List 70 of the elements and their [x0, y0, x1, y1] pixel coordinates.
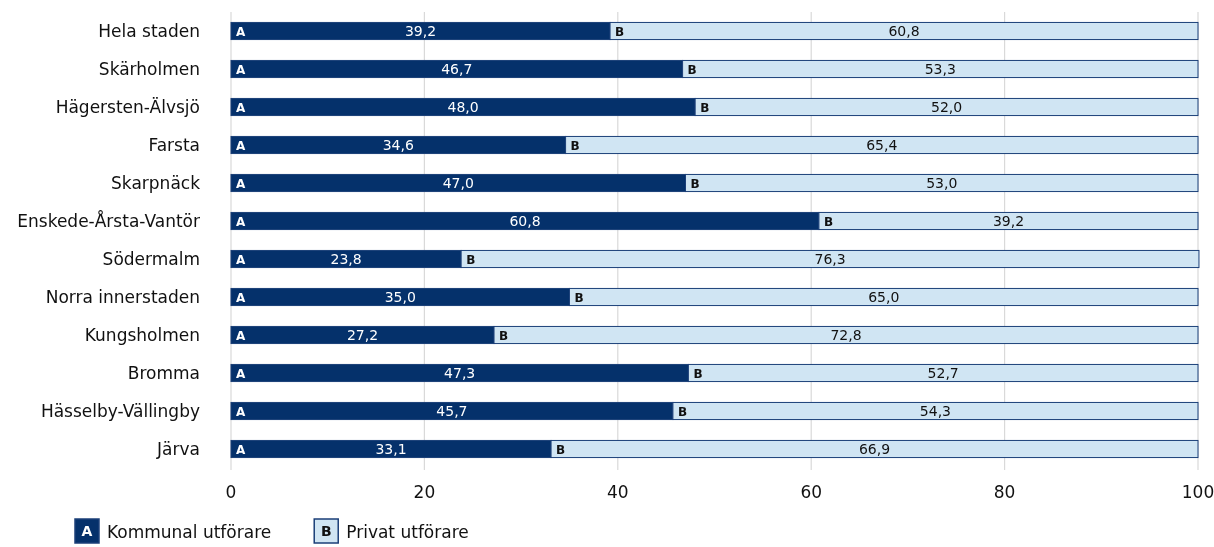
data-label: 27,2 — [346, 327, 379, 343]
data-label: 45,7 — [436, 403, 468, 419]
y-tick-label: Hässelby-Vällingby — [40, 401, 200, 421]
data-label: 39,2 — [404, 23, 437, 39]
text: B — [320, 523, 332, 539]
data-label: 53,0 — [926, 175, 958, 191]
y-tick-label: Bromma — [127, 363, 200, 383]
y-tick-label: Hela staden — [98, 21, 200, 41]
data-label: 76,3 — [814, 251, 846, 267]
annotation: A — [236, 138, 246, 153]
data-label: 65,4 — [866, 137, 898, 153]
x-tick-label: 20 — [413, 482, 436, 502]
data-label: 47,3 — [444, 365, 476, 381]
annotation: B — [690, 176, 700, 191]
data-label: 39,2 — [992, 213, 1025, 229]
annotation: B — [677, 404, 688, 419]
annotation: B — [687, 62, 697, 77]
annotation: A — [236, 214, 246, 229]
data-label: 66,9 — [858, 441, 891, 457]
data-label: 23,8 — [330, 251, 362, 267]
y-tick-label: Skärholmen — [98, 59, 200, 79]
x-tick-label: 40 — [606, 482, 629, 502]
x-tick-label: 60 — [800, 482, 823, 502]
annotation: A — [236, 176, 246, 191]
data-label: 60,8 — [509, 213, 541, 229]
data-label: 54,3 — [919, 403, 952, 419]
annotation: A — [236, 442, 246, 457]
annotation: B — [556, 442, 566, 457]
annotation: A — [236, 100, 246, 115]
data-label: 72,8 — [830, 327, 862, 343]
annotation: B — [823, 214, 834, 229]
annotation: B — [570, 138, 580, 153]
annotation: A — [236, 62, 246, 77]
data-label: 48,0 — [447, 99, 479, 115]
data-label: 46,7 — [441, 61, 473, 77]
data-label: 52,0 — [930, 99, 963, 115]
y-tick-label: Järva — [156, 439, 200, 459]
annotation: A — [236, 366, 246, 381]
data-label: 52,7 — [927, 365, 959, 381]
y-tick-label: Hägersten-Älvsjö — [55, 97, 200, 117]
annotation: B — [574, 290, 584, 305]
y-tick-label: Farsta — [148, 135, 200, 155]
x-tick-label: 80 — [993, 482, 1016, 502]
x-tick-label: 100 — [1181, 482, 1214, 502]
annotation: B — [615, 24, 625, 39]
annotation: B — [693, 366, 703, 381]
x-tick-label: 0 — [225, 482, 237, 502]
y-tick-label: Södermalm — [102, 249, 200, 269]
text: A — [81, 523, 93, 539]
y-tick-label: Skarpnäck — [111, 173, 201, 193]
data-label: 60,8 — [888, 23, 920, 39]
annotation: A — [236, 24, 246, 39]
data-label: 65,0 — [868, 289, 900, 305]
legend-label: Privat utförare — [346, 522, 469, 542]
legend-label: Kommunal utförare — [107, 522, 272, 542]
y-tick-label: Norra innerstaden — [45, 287, 200, 307]
data-label: 34,6 — [382, 137, 414, 153]
annotation: A — [236, 328, 246, 343]
annotation: A — [236, 404, 246, 419]
y-tick-label: Enskede-Årsta-Vantör — [17, 210, 200, 231]
annotation: B — [700, 100, 710, 115]
y-tick-label: Kungsholmen — [84, 325, 200, 345]
data-label: 47,0 — [442, 175, 474, 191]
data-label: 35,0 — [384, 289, 416, 305]
annotation: A — [236, 290, 246, 305]
annotation: B — [466, 252, 476, 267]
annotation: B — [499, 328, 509, 343]
annotation: A — [236, 252, 246, 267]
data-label: 53,3 — [924, 61, 956, 77]
data-label: 33,1 — [375, 441, 407, 457]
